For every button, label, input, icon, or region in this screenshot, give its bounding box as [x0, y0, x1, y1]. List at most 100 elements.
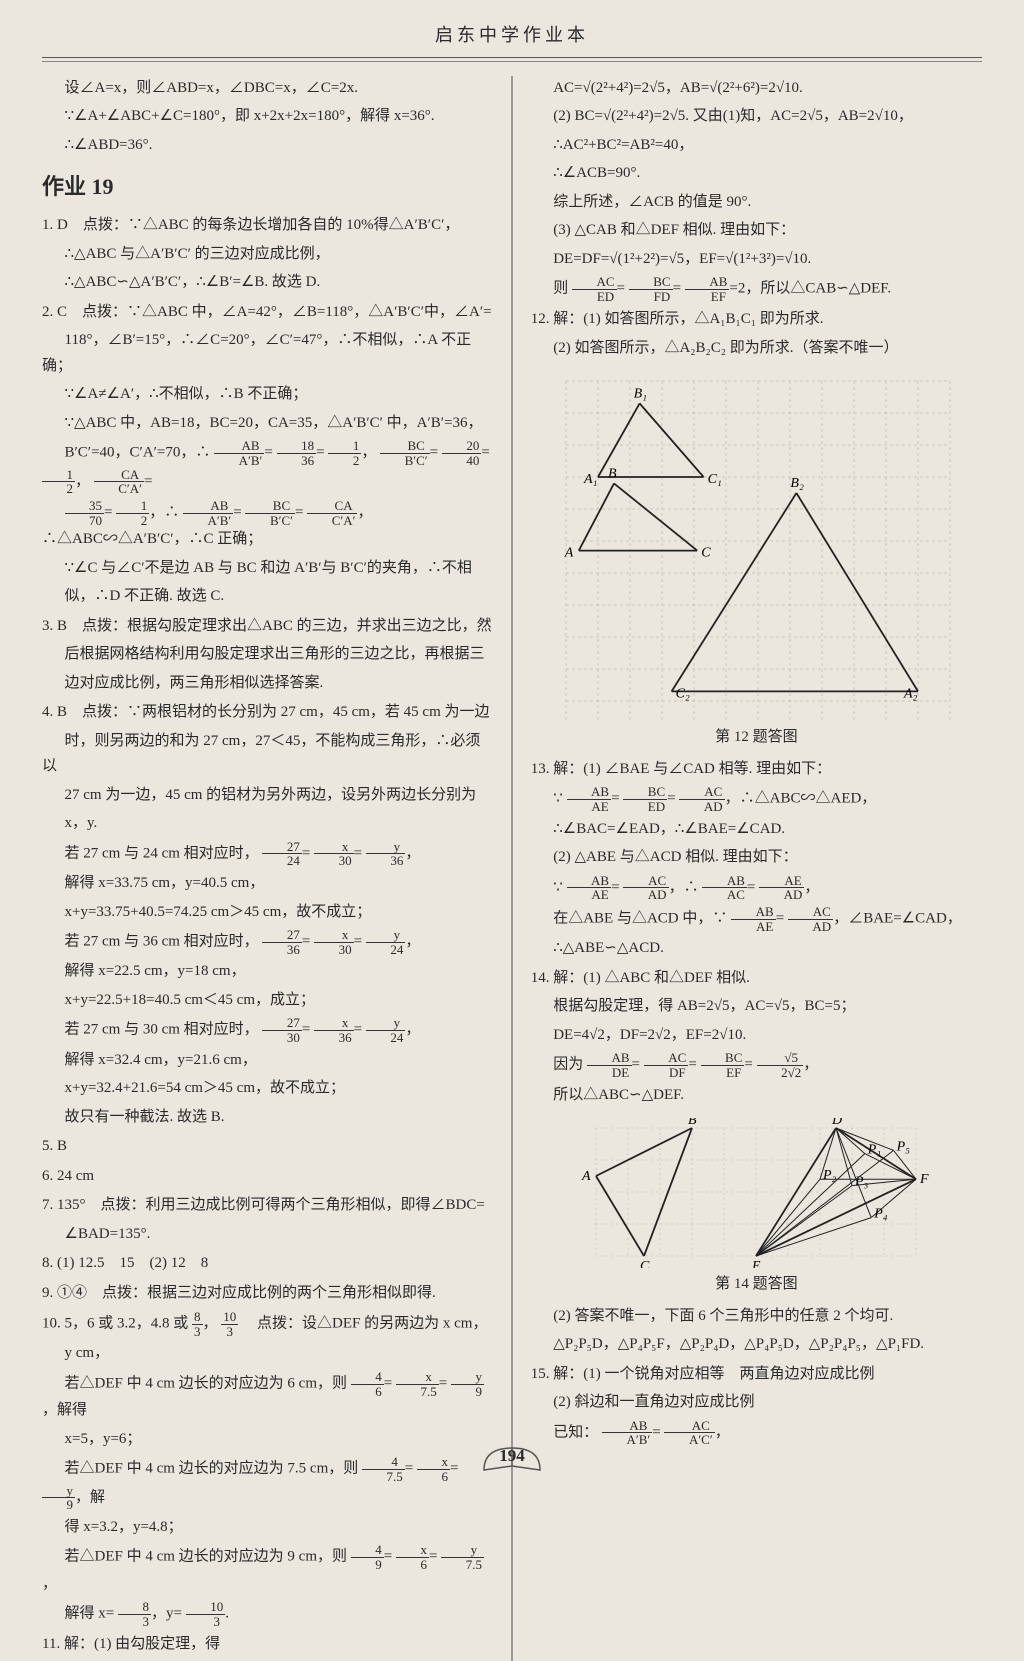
svg-text:B₂: B₂	[791, 476, 805, 491]
svg-text:C₁: C₁	[708, 472, 722, 487]
q5: 5. B	[42, 1134, 493, 1160]
q13-line: 在△ABE 与△ACD 中，∵ ABAE= ACAD，∠BAE=∠CAD，	[531, 905, 982, 933]
q2-line: ∵∠A≠∠A′，∴不相似，∴B 不正确；	[42, 382, 493, 408]
q4-line: x+y=22.5+18=40.5 cm＜45 cm，成立；	[42, 988, 493, 1014]
q10-case: 若△DEF 中 4 cm 边长的对应边为 7.5 cm，则 47.5= x6= …	[42, 1455, 493, 1512]
q1-line: ∴△ABC 与△A′B′C′ 的三边对应成比例，	[42, 242, 493, 268]
q14-line: 根据勾股定理，得 AB=2√5，AC=√5，BC=5；	[531, 994, 982, 1020]
q4-line: 故只有一种截法. 故选 B.	[42, 1105, 493, 1131]
svg-text:P₅: P₅	[896, 1139, 911, 1154]
q14-line: △P₂P₅D，△P₄P₅F，△P₂P₄D，△P₄P₅D，△P₂P₄P₅，△P₁F…	[531, 1332, 982, 1358]
two-column-layout: 设∠A=x，则∠ABD=x，∠DBC=x，∠C=2x. ∵∠A+∠ABC+∠C=…	[42, 76, 982, 1661]
q4-line: 解得 x=22.5 cm，y=18 cm，	[42, 959, 493, 985]
q2-line: 3570= 12，∴ ABA′B′= BCB′C′= CAC′A′，∴△ABC∽…	[42, 499, 493, 553]
svg-text:B: B	[608, 467, 617, 482]
q10-line: y cm，	[42, 1341, 493, 1367]
q4-line: 解得 x=32.4 cm，y=21.6 cm，	[42, 1048, 493, 1074]
right-column: AC=√(2²+4²)=2√5，AB=√(2²+6²)=2√10. (2) BC…	[531, 76, 982, 1661]
q14-line: 所以△ABC∽△DEF.	[531, 1083, 982, 1109]
q13-line: (2) △ABE 与△ACD 相似. 理由如下：	[531, 845, 982, 871]
q4-case: 若 27 cm 与 30 cm 相对应时， 2730= x36= y24，	[42, 1016, 493, 1044]
q14-line: (2) 答案不唯一，下面 6 个三角形中的任意 2 个均可.	[531, 1304, 982, 1330]
q11c-line: AC=√(2²+4²)=2√5，AB=√(2²+6²)=2√10.	[531, 76, 982, 102]
q4-line: 时，则另两边的和为 27 cm，27＜45，不能构成三角形，∴必须以	[42, 729, 493, 780]
section-title: 作业 19	[42, 168, 493, 205]
svg-text:A₁: A₁	[583, 472, 597, 487]
svg-text:P₃: P₃	[854, 1175, 869, 1190]
q9: 9. ①④ 点拨：根据三边对应成比例的两个三角形相似即得.	[42, 1281, 493, 1307]
svg-text:C₂: C₂	[676, 687, 690, 702]
q10: 10. 5，6 或 3.2，4.8 或 83， 103 点拨：设△DEF 的另两…	[42, 1310, 493, 1338]
q8: 8. (1) 12.5 15 (2) 12 8	[42, 1251, 493, 1277]
q10-line: 得 x=3.2，y=4.8；	[42, 1515, 493, 1541]
page-number: 194	[499, 1442, 525, 1471]
q4: 4. B 点拨：∵两根铝材的长分别为 27 cm，45 cm，若 45 cm 为…	[42, 700, 493, 726]
q4-line: 27 cm 为一边，45 cm 的铝材为另外两边，设另外两边长分别为	[42, 783, 493, 809]
intro-line: ∴∠ABD=36°.	[42, 133, 493, 159]
intro-line: ∵∠A+∠ABC+∠C=180°，即 x+2x+2x=180°，解得 x=36°…	[42, 104, 493, 130]
q10-line: x=5，y=6；	[42, 1427, 493, 1453]
q13-line: ∵ ABAE= ACAD，∴ ABAC= AEAD，	[531, 874, 982, 902]
svg-text:C: C	[702, 546, 712, 561]
q10-case: 若△DEF 中 4 cm 边长的对应边为 6 cm，则 46= x7.5= y9…	[42, 1370, 493, 1424]
q2-line: ∵△ABC 中，AB=18，BC=20，CA=35，△A′B′C′ 中，A′B′…	[42, 411, 493, 437]
q4-line: 解得 x=33.75 cm，y=40.5 cm，	[42, 871, 493, 897]
page-header: 启东中学作业本	[42, 20, 982, 57]
q15-line: (2) 斜边和一直角边对应成比例	[531, 1390, 982, 1416]
q2: 2. C 点拨：∵△ABC 中，∠A=42°，∠B=118°，△A′B′C′中，…	[42, 300, 493, 326]
svg-text:E: E	[751, 1259, 761, 1268]
left-column: 设∠A=x，则∠ABD=x，∠DBC=x，∠C=2x. ∵∠A+∠ABC+∠C=…	[42, 76, 493, 1661]
q15-line: 已知： ABA′B′= ACA′C′，	[531, 1419, 982, 1447]
q7-line: ∠BAD=135°.	[42, 1222, 493, 1248]
q12-caption: 第 12 题答图	[531, 725, 982, 751]
q4-line: x，y.	[42, 811, 493, 837]
q14-line: 因为 ABDE= ACDF= BCEF= √52√2，	[531, 1051, 982, 1079]
q14-line: DE=4√2，DF=2√2，EF=2√10.	[531, 1023, 982, 1049]
q13: 13. 解：(1) ∠BAE 与∠CAD 相等. 理由如下：	[531, 757, 982, 783]
q14-diagram: ABCDEFP₁P₂P₃P₄P₅	[576, 1118, 936, 1268]
q4-line: x+y=33.75+40.5=74.25 cm＞45 cm，故不成立；	[42, 900, 493, 926]
svg-text:B: B	[688, 1118, 697, 1128]
svg-text:A: A	[581, 1169, 591, 1184]
q11c-line: ∴AC²+BC²=AB²=40，	[531, 133, 982, 159]
q3: 3. B 点拨：根据勾股定理求出△ABC 的三边，并求出三边之比，然	[42, 614, 493, 640]
q14-caption: 第 14 题答图	[531, 1272, 982, 1298]
q1-line: ∴△ABC∽△A′B′C′，∴∠B′=∠B. 故选 D.	[42, 270, 493, 296]
q4-case: 若 27 cm 与 24 cm 相对应时， 2724= x30= y36，	[42, 840, 493, 868]
q11c-line: 综上所述，∠ACB 的值是 90°.	[531, 190, 982, 216]
q14: 14. 解：(1) △ABC 和△DEF 相似.	[531, 966, 982, 992]
q13-line: ∴∠BAC=∠EAD，∴∠BAE=∠CAD.	[531, 817, 982, 843]
q11c-line: (2) BC=√(2²+4²)=2√5. 又由(1)知，AC=2√5，AB=2√…	[531, 104, 982, 130]
header-rule-1	[42, 57, 982, 58]
q6: 6. 24 cm	[42, 1164, 493, 1190]
q2-line: 似，∴D 不正确. 故选 C.	[42, 584, 493, 610]
q11c-line: ∴∠ACB=90°.	[531, 161, 982, 187]
q2-line: ∵∠C 与∠C′不是边 AB 与 BC 和边 A′B′与 B′C′的夹角，∴不相	[42, 556, 493, 582]
q3-line: 边对应成比例，两三角形相似选择答案.	[42, 671, 493, 697]
svg-text:B₁: B₁	[634, 387, 647, 402]
svg-text:D: D	[831, 1118, 842, 1128]
svg-text:A₂: A₂	[903, 687, 918, 702]
q13-line: ∴△ABE∽△ACD.	[531, 936, 982, 962]
svg-text:P₂: P₂	[822, 1168, 837, 1183]
q11: 11. 解：(1) 由勾股定理，得	[42, 1632, 493, 1658]
svg-text:F: F	[919, 1172, 929, 1187]
q7: 7. 135° 点拨：利用三边成比例可得两个三角形相似，即得∠BDC=	[42, 1193, 493, 1219]
column-divider	[511, 76, 512, 1661]
q13-line: ∵ ABAE= BCED= ACAD，∴△ABC∽△AED，	[531, 785, 982, 813]
q11c-line: DE=DF=√(1²+2²)=√5，EF=√(1²+3²)=√10.	[531, 247, 982, 273]
intro-line: 设∠A=x，则∠ABD=x，∠DBC=x，∠C=2x.	[42, 76, 493, 102]
q11c-line: 则 ACED= BCFD= ABEF=2，所以△CAB∽△DEF.	[531, 275, 982, 303]
q2-line: 118°，∠B′=15°，∴∠C=20°，∠C′=47°，∴不相似，∴A 不正确…	[42, 328, 493, 379]
q4-case: 若 27 cm 与 36 cm 相对应时， 2736= x30= y24，	[42, 928, 493, 956]
q15: 15. 解：(1) 一个锐角对应相等 两直角边对应成比例	[531, 1362, 982, 1388]
q10-case: 若△DEF 中 4 cm 边长的对应边为 9 cm，则 49= x6= y7.5…	[42, 1543, 493, 1597]
q12-line: (2) 如答图所示，△A₂B₂C₂ 即为所求.（答案不唯一）	[531, 336, 982, 362]
q11c-line: (3) △CAB 和△DEF 相似. 理由如下：	[531, 218, 982, 244]
q4-line: x+y=32.4+21.6=54 cm＞45 cm，故不成立；	[42, 1076, 493, 1102]
q12-diagram: A₁ B₁ C₁ A B C A₂ B₂ C₂	[556, 371, 956, 721]
svg-text:C: C	[640, 1259, 650, 1268]
header-rule-2	[42, 61, 982, 62]
svg-text:A: A	[564, 546, 574, 561]
q12: 12. 解：(1) 如答图所示，△A₁B₁C₁ 即为所求.	[531, 307, 982, 333]
